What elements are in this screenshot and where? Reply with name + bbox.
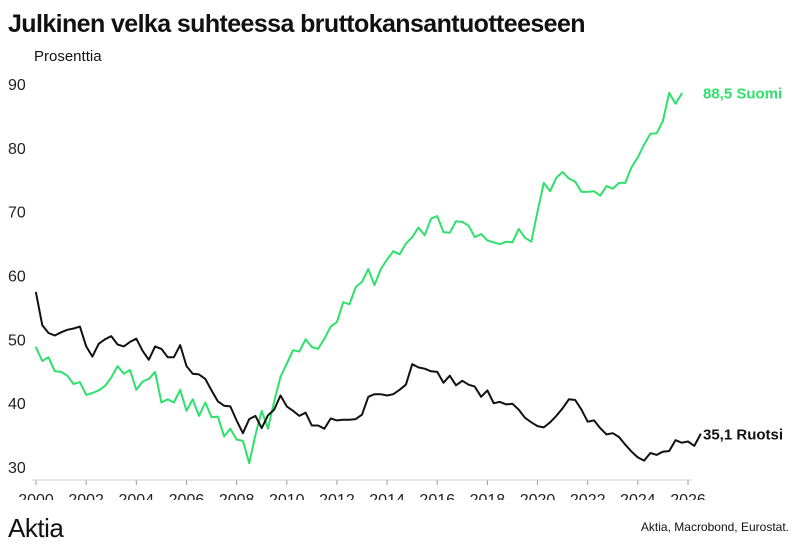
x-tick-label: 2024 <box>620 492 656 500</box>
series-line-ruotsi <box>35 291 702 462</box>
x-tick-label: 2000 <box>18 492 54 500</box>
x-tick-label: 2016 <box>419 492 455 500</box>
series-end-labels: 88,5 Suomi 35,1 Ruotsi <box>703 86 783 444</box>
x-tick-label: 2020 <box>520 492 556 500</box>
series-line-suomi <box>35 91 683 465</box>
y-tick-label: 60 <box>8 269 26 286</box>
end-label-suomi: 88,5 Suomi <box>703 86 782 103</box>
y-axis-unit-label: Prosenttia <box>34 48 102 65</box>
x-tick-label: 2010 <box>269 492 305 500</box>
chart-title: Julkinen velka suhteessa bruttokansantuo… <box>8 10 586 38</box>
series-lines <box>35 91 702 465</box>
x-tick-label: 2014 <box>369 492 405 500</box>
x-tick-label: 2012 <box>319 492 355 500</box>
x-tick-label: 2002 <box>68 492 104 500</box>
x-tick-label: 2026 <box>670 492 706 500</box>
y-tick-label: 70 <box>8 205 26 222</box>
x-tick-label: 2004 <box>119 492 155 500</box>
y-tick-label: 30 <box>8 460 26 477</box>
y-axis-ticks: 30 40 50 60 70 80 90 <box>8 77 26 477</box>
x-tick-label: 2022 <box>570 492 606 500</box>
source-note: Aktia, Macrobond, Eurostat. <box>640 520 789 534</box>
aktia-logo: Aktia <box>8 513 64 543</box>
y-tick-label: 90 <box>8 77 26 94</box>
x-tick-label: 2006 <box>169 492 205 500</box>
x-tick-label: 2008 <box>219 492 255 500</box>
end-label-ruotsi: 35,1 Ruotsi <box>703 426 783 443</box>
y-tick-label: 50 <box>8 332 26 349</box>
y-tick-label: 40 <box>8 396 26 413</box>
x-tick-label: 2018 <box>470 492 506 500</box>
y-tick-label: 80 <box>8 141 26 158</box>
x-axis-ticks: 2000 2002 2004 2006 2008 2010 2012 2014 2016 2018… <box>18 480 706 500</box>
